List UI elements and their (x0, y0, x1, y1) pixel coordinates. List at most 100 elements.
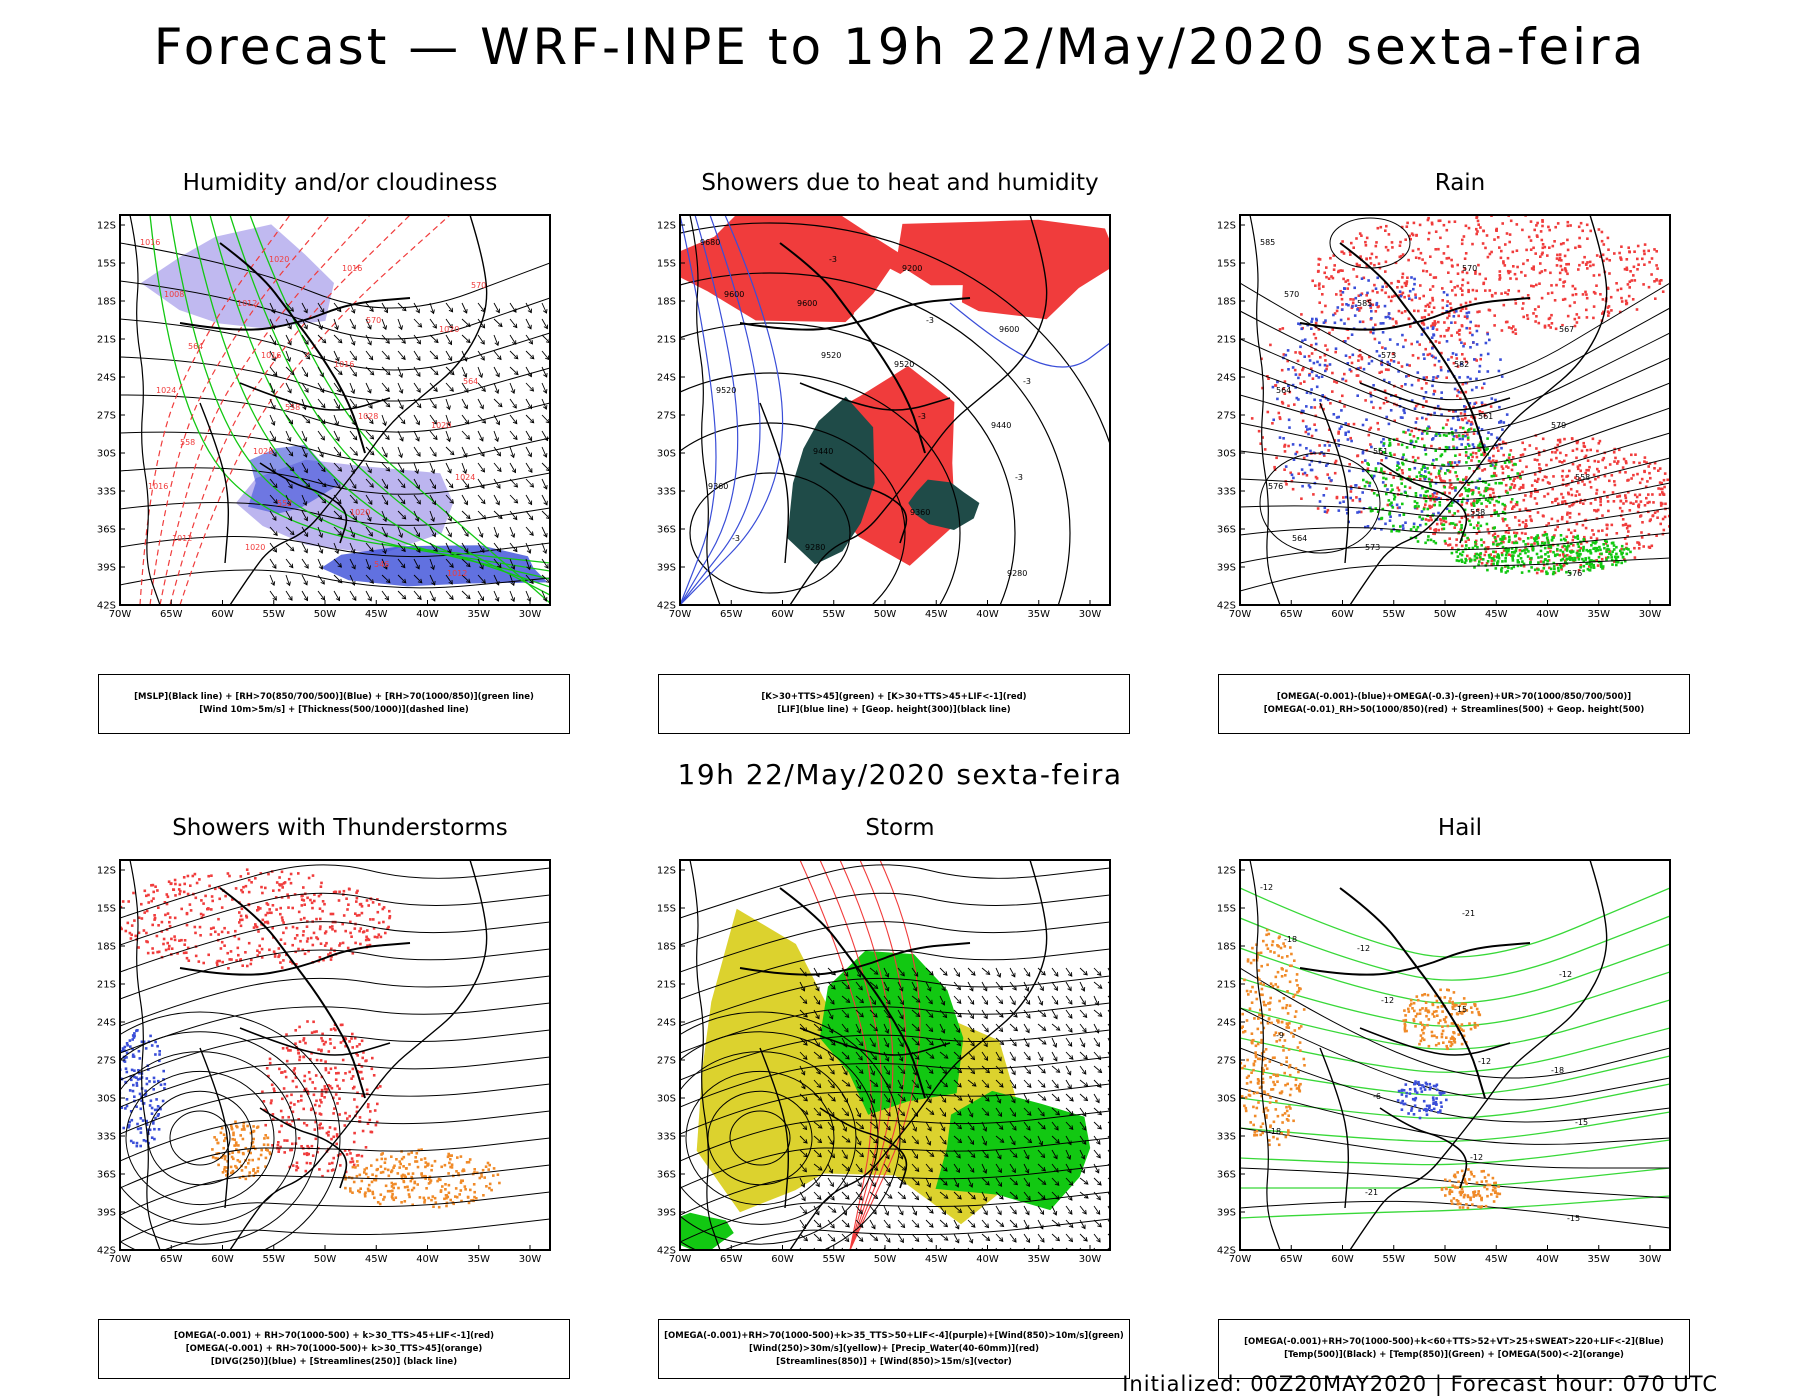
contour-labels: 1016 1012 1016 1020 1016 1020 1016 1020 1024 1028… (140, 238, 486, 578)
contour-label: -15 (1567, 1214, 1580, 1223)
contour-label: 570 (366, 316, 381, 325)
hail-blue (1396, 1080, 1448, 1120)
streamline (680, 921, 1110, 973)
lon-tick-label: 65W (160, 1254, 183, 1265)
contour-label: 1020 (269, 255, 289, 264)
contour-label: 9200 (902, 264, 922, 273)
temp850-contour (1240, 915, 1670, 981)
lat-tick-label: 30S (1217, 449, 1236, 460)
lon-tick-label: 60W (771, 609, 794, 620)
lat-tick-label: 27S (97, 1056, 116, 1067)
border-line (179, 297, 411, 331)
lon-tick-label: 50W (874, 1254, 897, 1265)
geop-contour (689, 472, 851, 594)
contour-label: -21 (1462, 909, 1475, 918)
streamline (120, 892, 550, 946)
contour-label: 1016 (148, 482, 168, 491)
border-line (799, 382, 951, 411)
rh-green-contour (189, 215, 550, 580)
mslp-contour (120, 356, 550, 402)
border-line (239, 382, 391, 411)
border-line (239, 1027, 391, 1056)
coastline-west (1249, 860, 1281, 1250)
lat-tick-label: 18S (657, 942, 676, 953)
temp850-contour (1240, 1195, 1670, 1219)
temp850-contour (1240, 1111, 1670, 1143)
streamline (680, 948, 1110, 1000)
lat-tick-label: 12S (657, 221, 676, 232)
lat-tick-label: 36S (1217, 525, 1236, 536)
contour-label: 564 (1276, 386, 1291, 395)
streamline (729, 1110, 791, 1166)
contour-label: -21 (1365, 1188, 1378, 1197)
contour-label: 1016 (261, 351, 281, 360)
contour-label: 9440 (813, 447, 833, 456)
coastline-west (129, 860, 161, 1250)
omega-orange (1402, 988, 1482, 1051)
contour-label: 558 (1575, 473, 1590, 482)
instability-green (787, 396, 875, 565)
legend-box: [OMEGA(-0.001)+RH>70(1000-500)+k<60+TTS>… (1218, 1319, 1690, 1379)
contour-label: -3 (1015, 473, 1023, 482)
lat-tick-label: 18S (1217, 942, 1236, 953)
contour-label: 576 (1567, 569, 1582, 578)
contour-labels: 585 585 582 579 576 573 570 567 564 561 558 576 570 5… (1260, 238, 1590, 578)
lon-tick-label: 35W (1587, 609, 1610, 620)
temp500-contour (1240, 1007, 1670, 1101)
lon-tick-label: 30W (519, 1254, 542, 1265)
lat-tick-label: 18S (97, 297, 116, 308)
lat-tick-label: 30S (97, 1094, 116, 1105)
border-line (1299, 942, 1531, 976)
legend-line: [LIF](blue line) + [Geop. height(300)](b… (777, 705, 1011, 715)
precip-water-contour (839, 860, 894, 1250)
coastline (1249, 860, 1608, 1250)
lat-tick-label: 21S (657, 335, 676, 346)
legend-box: [OMEGA(-0.001)+RH>70(1000-500)+k>35_TTS>… (658, 1319, 1130, 1379)
geop-streamline (1240, 532, 1670, 564)
legend-line: [Temp(500)](Black) + [Temp(850)](Green) … (1284, 1350, 1624, 1360)
mslp-contour (120, 280, 550, 340)
streamlines-250 (120, 864, 550, 1250)
wind850-green (680, 1212, 734, 1250)
streamline (680, 975, 1110, 1027)
streamline (120, 1056, 550, 1108)
panel-showers-heat: Showers due to heat and humidity 9680 960… (650, 170, 1150, 734)
panel-title: Humidity and/or cloudiness (182, 170, 498, 196)
lon-tick-label: 30W (1639, 1254, 1662, 1265)
lat-tick-label: 42S (657, 601, 676, 612)
lat-tick-label: 36S (657, 1170, 676, 1181)
contour-label: 552 (277, 499, 292, 508)
lon-tick-label: 70W (1229, 1254, 1252, 1265)
contour-label: -9 (1276, 1031, 1284, 1040)
contour-label: 9520 (716, 386, 736, 395)
contour-label: -12 (1381, 996, 1394, 1005)
legend-line: [OMEGA(-0.001)-(blue)+OMEGA(-0.3)-(green… (1276, 692, 1632, 702)
lat-tick-label: 42S (97, 601, 116, 612)
temp850-contour (1240, 1027, 1670, 1073)
lon-tick-label: 55W (262, 1254, 285, 1265)
lat-tick-label: 30S (97, 449, 116, 460)
contour-label: 585 (1260, 238, 1275, 247)
lon-tick-label: 65W (1280, 609, 1303, 620)
rh-green-contour (229, 215, 550, 596)
contour-label: 1020 (350, 508, 370, 517)
contour-label: 9440 (991, 421, 1011, 430)
contour-label: -12 (1260, 883, 1273, 892)
lat-tick-label: 24S (97, 373, 116, 384)
lat-tick-label: 36S (1217, 1170, 1236, 1181)
panel-title: Storm (865, 815, 935, 841)
panel-title: Rain (1434, 170, 1486, 196)
lat-tick-label: 36S (657, 525, 676, 536)
contour-label: 9520 (894, 360, 914, 369)
lon-tick-label: 40W (976, 1254, 999, 1265)
legend-line: [OMEGA(-0.01)_RH>50(1000/850)(red) + Str… (1263, 705, 1645, 715)
legend-line: [OMEGA(-0.001) + RH>70(1000-500)+ k>30_T… (185, 1343, 483, 1354)
border-line (199, 1047, 230, 1209)
legend-line: [Wind(250)>30m/s](yellow)+ [Precip_Water… (749, 1343, 1039, 1354)
lon-tick-label: 40W (1536, 1254, 1559, 1265)
contour-label: 1016 (342, 264, 362, 273)
lat-tick-label: 39S (97, 563, 116, 574)
panel-title: Showers with Thunderstorms (172, 815, 508, 841)
lon-tick-label: 35W (1027, 1254, 1050, 1265)
